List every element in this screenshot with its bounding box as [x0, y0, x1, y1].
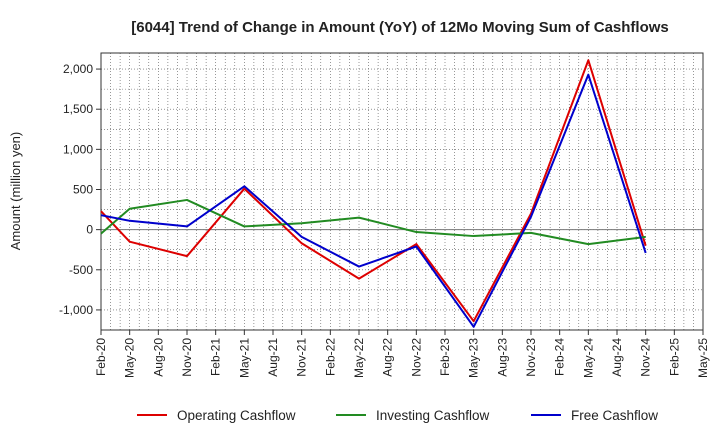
data-point-investing-cashflow [529, 230, 534, 235]
x-tick-label: Feb-21 [209, 338, 223, 376]
data-point-investing-cashflow [471, 234, 476, 239]
x-tick-label: Feb-20 [94, 338, 108, 376]
axes: -1,000 -500 0 500 1,000 1,500 2,000 Feb-20 May-2… [59, 52, 710, 378]
data-point-free-cashflow [357, 264, 362, 269]
data-point-free-cashflow [414, 244, 419, 249]
y-tick-label: -1,000 [59, 303, 93, 317]
data-point-free-cashflow [643, 250, 648, 255]
y-tick-label: 500 [73, 182, 93, 196]
data-point-free-cashflow [185, 224, 190, 229]
x-tick-label: Aug-23 [495, 338, 509, 377]
data-point-free-cashflow [99, 213, 104, 218]
x-tick-label: May-20 [123, 338, 137, 378]
data-point-investing-cashflow [242, 224, 247, 229]
series-layer [99, 58, 648, 329]
data-point-free-cashflow [242, 184, 247, 189]
data-point-operating-cashflow [185, 254, 190, 259]
legend-label-investing-cashflow: Investing Cashflow [376, 408, 490, 423]
y-axis-label: Amount (million yen) [8, 132, 23, 251]
series-line-operating-cashflow [100, 59, 647, 323]
x-tick-label: Nov-24 [639, 338, 653, 377]
y-tick-label: 2,000 [63, 62, 93, 76]
y-tick-label: -500 [69, 263, 93, 277]
chart-title: [6044] Trend of Change in Amount (YoY) o… [131, 19, 669, 36]
x-tick-label: Aug-22 [381, 338, 395, 377]
x-tick-label: Aug-20 [151, 338, 165, 377]
data-point-investing-cashflow [414, 230, 419, 235]
legend-label-operating-cashflow: Operating Cashflow [177, 408, 296, 423]
series-line-free-cashflow [100, 73, 647, 328]
data-point-investing-cashflow [586, 242, 591, 247]
data-point-operating-cashflow [586, 58, 591, 63]
x-tick-label: Feb-24 [553, 338, 567, 376]
data-point-free-cashflow [586, 72, 591, 77]
x-tick-label: May-24 [581, 338, 595, 378]
y-tick-label: 0 [86, 223, 93, 237]
x-tick-label: Aug-21 [266, 338, 280, 377]
data-point-investing-cashflow [299, 221, 304, 226]
x-tick-label: Nov-22 [409, 338, 423, 377]
x-tick-label: May-22 [352, 338, 366, 378]
plot-frame [100, 52, 704, 331]
data-point-investing-cashflow [99, 231, 104, 236]
x-tick-label: Nov-20 [180, 338, 194, 377]
x-tick-label: Feb-25 [667, 338, 681, 376]
data-point-operating-cashflow [357, 276, 362, 281]
x-tick-label: Feb-22 [323, 338, 337, 376]
x-tick-label: Feb-23 [438, 338, 452, 376]
series-line-investing-cashflow [100, 198, 646, 246]
x-tick-label: May-25 [696, 338, 710, 378]
data-point-investing-cashflow [643, 234, 648, 239]
x-tick-label: Nov-21 [295, 338, 309, 377]
x-tick-label: Aug-24 [610, 338, 624, 377]
data-point-free-cashflow [529, 214, 534, 219]
legend-label-free-cashflow: Free Cashflow [571, 408, 658, 423]
data-point-free-cashflow [471, 324, 476, 329]
plot-area [101, 53, 703, 330]
data-point-operating-cashflow [299, 241, 304, 246]
data-point-free-cashflow [299, 234, 304, 239]
data-point-investing-cashflow [357, 215, 362, 220]
x-tick-label: May-21 [237, 338, 251, 378]
data-point-operating-cashflow [127, 239, 132, 244]
y-tick-label: 1,500 [63, 102, 93, 116]
x-tick-label: May-23 [467, 338, 481, 378]
x-tick-label: Nov-23 [524, 338, 538, 377]
grid [100, 53, 704, 331]
data-point-investing-cashflow [127, 206, 132, 211]
legend: Operating Cashflow Investing Cashflow Free… [137, 408, 658, 423]
y-tick-label: 1,000 [63, 142, 93, 156]
data-point-free-cashflow [127, 218, 132, 223]
data-point-investing-cashflow [185, 197, 190, 202]
